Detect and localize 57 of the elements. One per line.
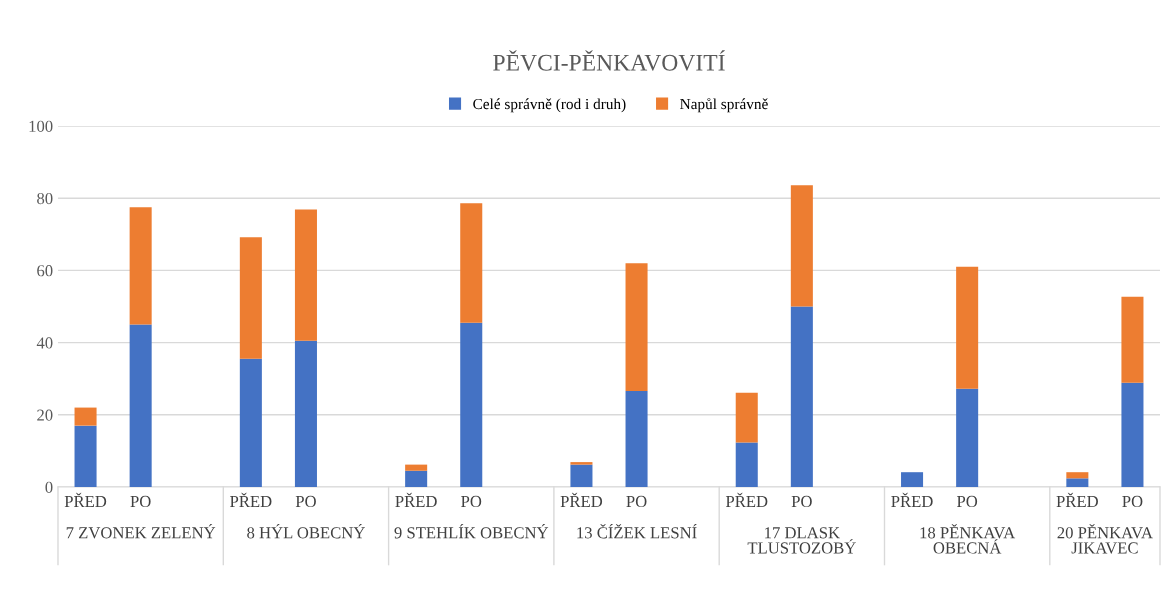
y-tick-label: 100	[29, 120, 53, 132]
bar	[625, 390, 648, 487]
y-tick-label: 40	[36, 337, 53, 349]
x-tick-label: PO	[791, 495, 812, 508]
bar	[129, 324, 152, 487]
bar	[901, 472, 924, 487]
text: 13 ČÍŽEK LESNÍ	[577, 524, 697, 539]
bar	[625, 263, 648, 391]
legend-label: Napůl správně	[680, 97, 768, 113]
bar	[1121, 296, 1144, 383]
x-tick-label: PO	[461, 495, 482, 508]
y-tick-label: 60	[37, 265, 53, 277]
bar	[790, 306, 813, 487]
bar	[239, 358, 262, 487]
x-tick-label: PO	[1122, 495, 1143, 508]
y-tick-label: 80	[37, 192, 53, 205]
bar	[1121, 382, 1144, 487]
bar	[74, 407, 97, 426]
bar	[735, 442, 758, 487]
bar	[1066, 472, 1089, 479]
x-tick-label: PŘED	[230, 492, 272, 507]
text: 9 STEHLÍK OBECNÝ	[394, 524, 549, 539]
bar	[294, 209, 317, 341]
bar	[405, 470, 428, 487]
text: 18 PĚNKAVA OBECNÁ	[920, 524, 1016, 554]
x-tick-label: PO	[956, 495, 978, 508]
x-tick-label: PŘED	[395, 492, 437, 507]
text: 20 PĚNKAVA JIKAVEC	[1057, 524, 1153, 554]
text: 7 ZVONEK ZELENÝ	[66, 524, 216, 539]
bar	[1066, 478, 1089, 487]
x-tick-label: PŘED	[560, 492, 603, 507]
bar	[570, 464, 593, 487]
bar	[570, 462, 593, 465]
x-tick-label: PŘED	[891, 492, 933, 507]
x-tick-label: PŘED	[1056, 492, 1098, 507]
text: 17 DLASK TLUSTOZOBÝ	[747, 527, 856, 554]
bar	[460, 203, 483, 323]
text: 8 HÝL OBECNÝ	[247, 524, 365, 539]
x-tick-label: PO	[626, 495, 647, 508]
legend-label: Celé správně (rod i druh)	[473, 98, 626, 113]
x-tick-label: PO	[130, 495, 151, 508]
bar	[956, 266, 979, 389]
bar	[460, 322, 483, 487]
x-tick-label: PŘED	[64, 492, 107, 507]
y-tick-label: 20	[37, 409, 53, 421]
bar	[74, 425, 97, 487]
bar	[294, 340, 317, 487]
bar	[239, 237, 262, 359]
bar	[790, 185, 813, 307]
bar	[405, 464, 428, 471]
bar	[956, 388, 979, 487]
bar	[129, 207, 152, 325]
chart-title: PĚVCI-PĚNKAVOVITÍ	[493, 50, 725, 71]
x-tick-label: PO	[295, 495, 316, 508]
y-tick-label: 0	[45, 481, 53, 493]
bar	[735, 392, 758, 443]
x-tick-label: PŘED	[725, 492, 768, 507]
